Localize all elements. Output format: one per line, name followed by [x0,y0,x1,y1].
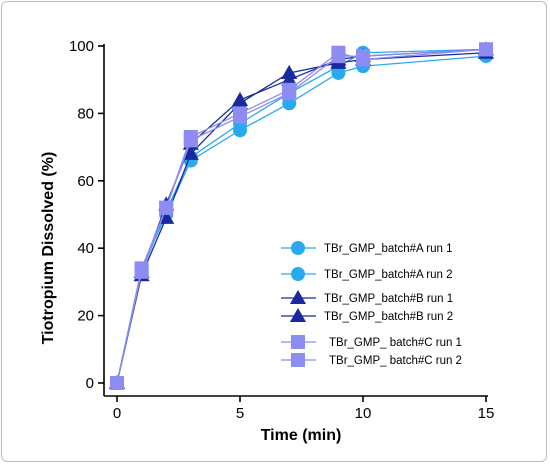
legend-entry-2: TBr_GMP_batch#A run 2 [281,267,452,281]
legend-entry-5: TBr_GMP_ batch#C run 1 [281,335,462,349]
legend-entry-3: TBr_GMP_batch#B run 1 [281,289,453,305]
axes [98,44,488,402]
y-axis-title: Tiotropium Dissolved (%) [40,152,57,345]
legend-marker [289,289,307,305]
data-point [134,264,149,279]
legend-label: TBr_GMP_batch#A run 2 [324,269,452,281]
y-tick-label: 100 [69,38,94,55]
legend-entry-1: TBr_GMP_batch#A run 1 [281,241,452,255]
legend-entry-6: TBr_GMP_ batch#C run 2 [281,353,462,367]
legend-label: TBr_GMP_batch#B run 2 [324,311,453,323]
series-layer [108,41,495,390]
data-point [110,376,124,390]
legend-marker [291,335,305,349]
data-point [282,86,297,101]
legend-marker [289,307,307,323]
legend-marker [291,353,305,367]
y-tick-label: 0 [86,375,94,392]
data-point [479,42,493,57]
figure-frame: 0 20 40 60 80 100 0 5 10 15 Tiotropium Dissolved … [1,1,547,462]
x-tick-label: 10 [355,405,372,422]
x-tick-label: 0 [113,405,121,422]
x-tick-label: 15 [478,405,495,422]
data-point [159,200,174,215]
series-line [116,55,487,384]
x-tick-label: 5 [236,405,244,422]
series-line [116,52,487,384]
y-tick-label: 40 [77,240,94,257]
data-point [331,49,346,64]
y-tick-label: 20 [77,308,94,325]
data-point [182,145,199,160]
legend-marker [291,267,305,281]
tick-labels: 0 20 40 60 80 100 0 5 10 15 [69,38,494,422]
data-point [183,133,198,148]
data-point [233,109,247,124]
data-point [158,209,175,224]
legend-label: TBr_GMP_ batch#C run 2 [329,355,462,367]
data-point [231,91,249,106]
legend-label: TBr_GMP_batch#B run 1 [324,293,453,305]
series-6 [110,42,493,390]
legend-entry-4: TBr_GMP_batch#B run 2 [281,307,453,323]
legend: TBr_GMP_batch#A run 1 TBr_GMP_batch#A run… [281,241,462,367]
y-tick-label: 80 [77,105,94,122]
y-tick-label: 60 [77,173,94,190]
data-point [281,71,298,86]
legend-label: TBr_GMP_ batch#C run 1 [329,337,462,349]
legend-label: TBr_GMP_batch#A run 1 [324,243,452,255]
data-point [356,49,370,64]
legend-marker [291,241,305,255]
x-axis-title: Time (min) [261,427,342,444]
